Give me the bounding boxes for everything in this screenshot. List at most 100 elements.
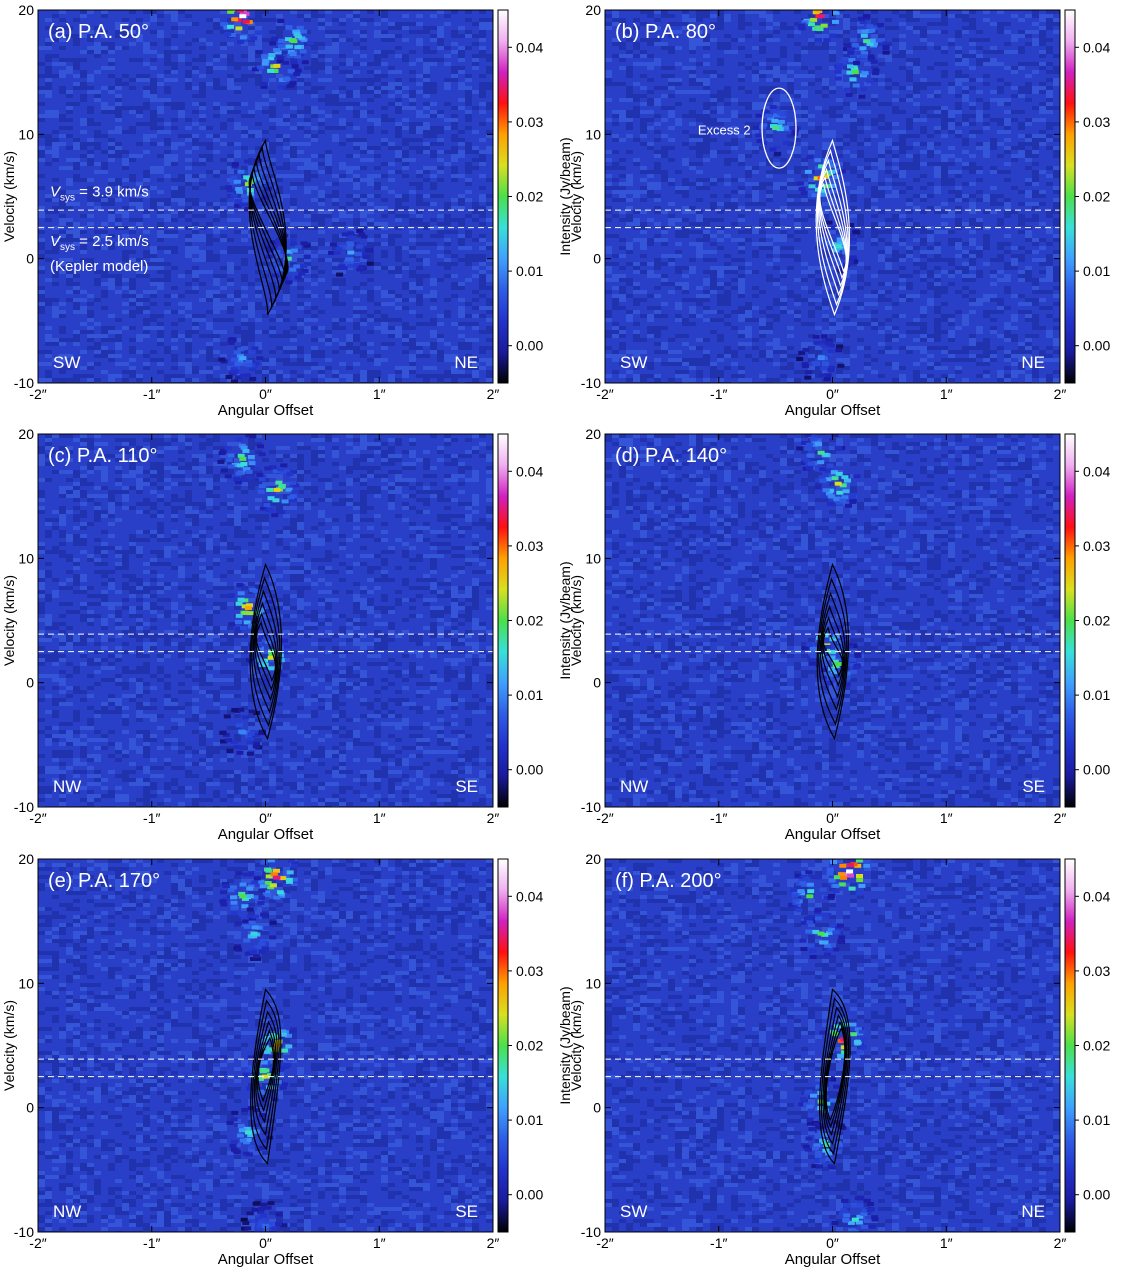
noise-pixel [941,106,948,110]
noise-pixel [724,262,731,266]
noise-pixel [164,378,171,382]
noise-pixel [444,238,451,242]
noise-pixel [206,66,213,70]
noise-pixel [122,46,129,50]
noise-pixel [73,358,80,362]
noise-pixel [983,102,990,106]
noise-pixel [199,182,206,186]
noise-pixel [437,230,444,234]
noise-pixel [157,74,164,78]
noise-pixel [808,70,815,74]
emission-pixel [366,261,374,266]
noise-pixel [59,266,66,270]
noise-pixel [1032,142,1039,146]
noise-pixel [1025,90,1032,94]
noise-pixel [185,350,192,354]
noise-pixel [318,278,325,282]
noise-pixel [269,258,276,262]
noise-pixel [864,178,871,182]
noise-pixel [878,34,885,38]
noise-pixel [430,34,437,38]
noise-pixel [465,114,472,118]
noise-pixel [962,198,969,202]
noise-pixel [339,222,346,226]
noise-pixel [276,30,283,34]
noise-pixel [920,198,927,202]
noise-pixel [815,130,822,134]
noise-pixel [164,10,171,14]
noise-pixel [311,354,318,358]
noise-pixel [136,258,143,262]
noise-pixel [969,10,976,14]
noise-pixel [129,358,136,362]
vsys-annotation: Vsys = 2.5 km/s [50,233,149,253]
noise-pixel [374,374,381,378]
noise-pixel [115,266,122,270]
noise-pixel [192,142,199,146]
noise-pixel [941,14,948,18]
noise-pixel [437,322,444,326]
noise-pixel [332,30,339,34]
noise-pixel [745,102,752,106]
emission-pixel [249,376,257,381]
noise-pixel [759,70,766,74]
noise-pixel [178,198,185,202]
noise-pixel [248,46,255,50]
noise-pixel [458,286,465,290]
noise-pixel [633,54,640,58]
noise-pixel [171,162,178,166]
noise-pixel [38,298,45,302]
noise-pixel [45,198,52,202]
noise-pixel [45,82,52,86]
noise-pixel [724,50,731,54]
noise-pixel [409,30,416,34]
noise-pixel [241,78,248,82]
noise-pixel [892,254,899,258]
noise-pixel [689,258,696,262]
noise-pixel [682,266,689,270]
noise-pixel [38,150,45,154]
noise-pixel [374,90,381,94]
noise-pixel [87,362,94,366]
noise-pixel [871,226,878,230]
noise-pixel [1004,82,1011,86]
noise-pixel [647,30,654,34]
noise-pixel [164,42,171,46]
noise-pixel [52,186,59,190]
noise-pixel [927,182,934,186]
noise-pixel [416,150,423,154]
noise-pixel [213,358,220,362]
noise-pixel [731,270,738,274]
noise-pixel [696,14,703,18]
noise-pixel [143,86,150,90]
noise-pixel [941,22,948,26]
noise-pixel [38,174,45,178]
noise-pixel [773,10,780,14]
noise-pixel [668,110,675,114]
noise-pixel [283,350,290,354]
noise-pixel [395,274,402,278]
noise-pixel [906,62,913,66]
noise-pixel [801,82,808,86]
noise-pixel [269,78,276,82]
noise-pixel [983,198,990,202]
noise-pixel [822,78,829,82]
noise-pixel [647,262,654,266]
pv-image [38,10,493,383]
noise-pixel [185,22,192,26]
noise-pixel [654,258,661,262]
noise-pixel [381,266,388,270]
noise-pixel [402,166,409,170]
emission-pixel [347,263,355,268]
noise-pixel [472,254,479,258]
noise-pixel [269,118,276,122]
noise-pixel [388,38,395,42]
noise-pixel [479,214,486,218]
emission-pixel [347,242,355,247]
emission-pixel [275,270,283,275]
noise-pixel [1025,218,1032,222]
noise-pixel [962,222,969,226]
noise-pixel [1046,98,1053,102]
noise-pixel [143,122,150,126]
noise-pixel [346,214,353,218]
